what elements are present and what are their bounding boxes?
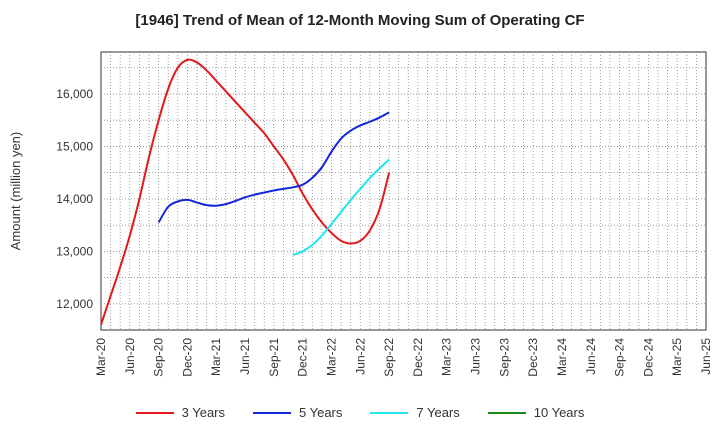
x-tick-label: Dec-23 xyxy=(526,338,540,377)
x-tick-label: Mar-23 xyxy=(440,338,454,376)
x-tick-label: Jun-20 xyxy=(123,338,137,375)
x-tick-label: Mar-24 xyxy=(555,338,569,376)
x-tick-label: Jun-21 xyxy=(238,338,252,375)
y-tick-label: 13,000 xyxy=(56,244,93,258)
x-tick-labels: Mar-20 Jun-20 Sep-20 Dec-20 Mar-21 Jun-21 Sep-… xyxy=(94,338,713,377)
legend-swatch xyxy=(487,411,526,414)
series-layer xyxy=(100,58,391,326)
x-tick-label: Mar-20 xyxy=(94,338,108,376)
x-tick-label: Jun-25 xyxy=(699,338,713,375)
legend-swatch xyxy=(253,411,291,414)
y-tick-label: 15,000 xyxy=(56,139,93,153)
x-tick-label: Sep-22 xyxy=(382,338,396,377)
x-tick-label: Dec-24 xyxy=(641,338,655,377)
y-tick-label: 14,000 xyxy=(56,192,93,206)
legend-swatch xyxy=(135,411,174,414)
series-line-3-years xyxy=(100,58,391,326)
legend-swatch xyxy=(370,411,409,414)
y-axis-title: Amount (million yen) xyxy=(8,132,23,251)
x-tick-label: Dec-20 xyxy=(180,338,194,377)
series-line-5-years xyxy=(157,111,390,223)
legend-label: 10 Years xyxy=(533,405,585,420)
x-tick-label: Mar-21 xyxy=(209,338,223,376)
x-tick-label: Jun-23 xyxy=(469,338,483,375)
legend-item-7-years: 7 Years xyxy=(370,405,460,420)
y-tick-label: 12,000 xyxy=(56,297,93,311)
x-tick-label: Jun-22 xyxy=(353,338,367,375)
x-tick-label: Dec-22 xyxy=(411,338,425,377)
legend-label: 7 Years xyxy=(416,405,460,420)
plot-area xyxy=(100,51,707,331)
x-tick-label: Jun-24 xyxy=(584,338,598,375)
legend-item-3-years: 3 Years xyxy=(135,405,225,420)
legend-item-5-years: 5 Years xyxy=(253,405,342,420)
legend-label: 3 Years xyxy=(181,405,225,420)
x-tick-label: Sep-21 xyxy=(267,338,281,377)
chart-title: [1946] Trend of Mean of 12-Month Moving … xyxy=(135,12,585,29)
x-tick-label: Sep-20 xyxy=(152,338,166,377)
y-tick-label: 16,000 xyxy=(56,87,93,101)
legend: 3 Years 5 Years 7 Years 10 Years xyxy=(0,405,720,420)
x-tick-label: Mar-22 xyxy=(324,338,338,376)
x-tick-label: Mar-25 xyxy=(670,338,684,376)
x-tick-label: Sep-23 xyxy=(497,338,511,377)
grid-layer xyxy=(101,52,706,330)
y-tick-labels: 12,000 13,000 14,000 15,000 16,000 xyxy=(56,87,93,311)
x-tick-label: Dec-21 xyxy=(296,338,310,377)
legend-item-10-years: 10 Years xyxy=(487,405,585,420)
x-tick-label: Sep-24 xyxy=(613,338,627,377)
legend-label: 5 Years xyxy=(299,405,343,420)
series-line-7-years xyxy=(292,158,390,256)
